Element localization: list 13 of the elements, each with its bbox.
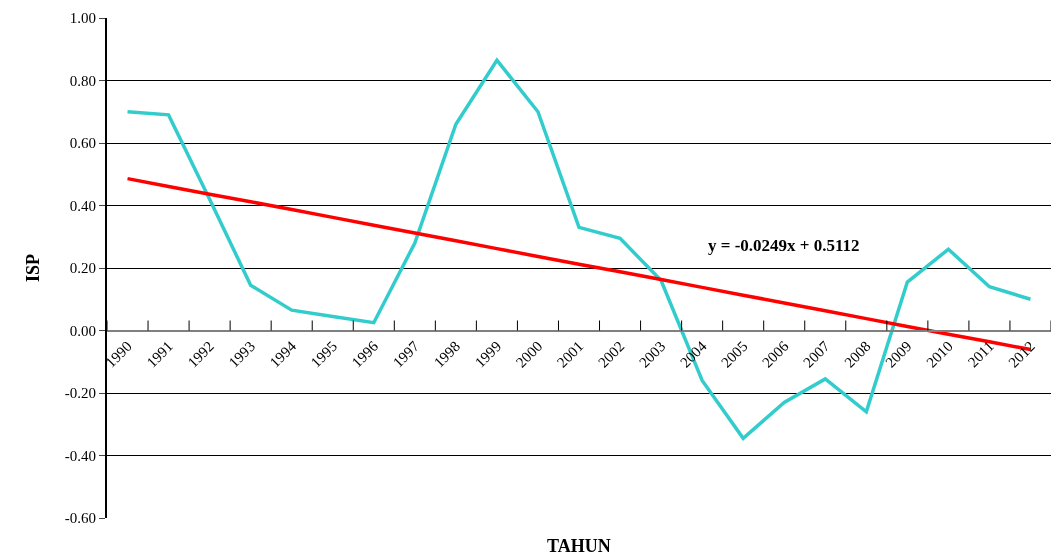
y-tick-label: 0.80	[69, 72, 96, 89]
y-tick-label: 0.00	[69, 322, 96, 339]
y-tick-label: -0.60	[64, 510, 96, 527]
y-tick-label: 0.40	[69, 197, 96, 214]
y-tick-label: 1.00	[69, 10, 96, 27]
x-axis-title: TAHUN	[547, 536, 611, 556]
y-tick-label: -0.40	[64, 447, 96, 464]
y-tick-label: 0.20	[69, 260, 96, 277]
y-tick-label: -0.20	[64, 385, 96, 402]
y-axis-title: ISP	[23, 253, 44, 283]
x-tick-label: 1999	[471, 338, 505, 371]
annotation: y = -0.0249x + 0.5112	[708, 236, 860, 255]
y-tick-label: 0.60	[69, 135, 96, 152]
